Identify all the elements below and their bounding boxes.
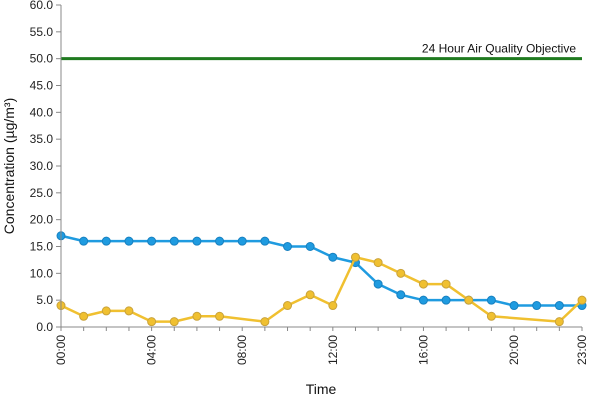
data-point xyxy=(305,290,315,300)
x-axis-title: Time xyxy=(306,381,337,397)
x-tick-label: 16:00 xyxy=(416,335,430,365)
data-point xyxy=(79,311,89,321)
data-point xyxy=(215,311,225,321)
y-tick-label: 25.0 xyxy=(30,186,54,200)
data-point xyxy=(124,236,134,246)
data-point xyxy=(147,236,157,246)
data-point xyxy=(260,317,270,327)
data-point xyxy=(101,306,111,316)
y-tick-label: 10.0 xyxy=(30,266,54,280)
data-point xyxy=(418,279,428,289)
y-tick-label: 50.0 xyxy=(30,52,54,66)
series-2 xyxy=(56,252,587,327)
data-point xyxy=(350,252,360,262)
data-point xyxy=(396,268,406,278)
x-tick-label: 12:00 xyxy=(326,335,340,365)
data-point xyxy=(396,290,406,300)
data-point xyxy=(192,311,202,321)
series-line xyxy=(60,255,583,323)
y-tick-label: 20.0 xyxy=(30,213,54,227)
data-point xyxy=(418,295,428,305)
data-point xyxy=(169,317,179,327)
data-point xyxy=(215,236,225,246)
data-point xyxy=(554,301,564,311)
series-line xyxy=(60,234,582,307)
data-point xyxy=(192,236,202,246)
data-point xyxy=(441,295,451,305)
data-point xyxy=(554,317,564,327)
data-point xyxy=(464,295,474,305)
series-1 xyxy=(56,231,587,311)
data-point xyxy=(441,279,451,289)
data-point xyxy=(79,236,89,246)
y-tick-label: 5.0 xyxy=(36,293,53,307)
x-tick-label: 00:00 xyxy=(54,335,68,365)
y-axis-title: Concentration (µg/m³) xyxy=(1,98,17,234)
data-point xyxy=(124,306,134,316)
y-tick-label: 0.0 xyxy=(36,320,53,334)
data-point xyxy=(486,311,496,321)
data-point xyxy=(147,317,157,327)
y-tick-label: 40.0 xyxy=(30,105,54,119)
y-tick-label: 45.0 xyxy=(30,79,54,93)
data-point xyxy=(373,279,383,289)
y-ticks: 0.0 5.0 10.0 15.0 20.0 25.0 30.0 35.0 40.0 45.0 50… xyxy=(30,0,61,334)
data-point xyxy=(486,295,496,305)
data-point xyxy=(283,301,293,311)
data-point xyxy=(283,242,293,251)
data-point xyxy=(373,258,383,268)
data-point xyxy=(101,236,111,246)
x-tick-label: 23:00 xyxy=(575,335,589,365)
data-point xyxy=(260,236,270,246)
y-tick-label: 35.0 xyxy=(30,132,54,146)
data-point xyxy=(577,295,587,305)
data-point xyxy=(305,242,315,251)
data-point xyxy=(328,301,338,311)
x-tick-label: 04:00 xyxy=(145,335,159,365)
x-tick-label: 20:00 xyxy=(507,335,521,365)
y-tick-label: 30.0 xyxy=(30,159,54,173)
x-tick-label: 08:00 xyxy=(235,335,249,365)
data-point xyxy=(328,252,338,262)
x-ticks: 00:00 04:00 08:00 12:00 16:00 20:00 23:00 xyxy=(54,327,589,365)
data-point xyxy=(169,236,179,246)
data-point xyxy=(532,301,542,311)
y-tick-label: 15.0 xyxy=(30,240,54,254)
y-tick-label: 55.0 xyxy=(30,25,54,39)
data-point xyxy=(509,301,519,311)
data-point xyxy=(237,236,247,246)
series-group xyxy=(56,231,587,327)
y-tick-label: 60.0 xyxy=(30,0,54,12)
reference-line-label: 24 Hour Air Quality Objective xyxy=(422,42,576,56)
